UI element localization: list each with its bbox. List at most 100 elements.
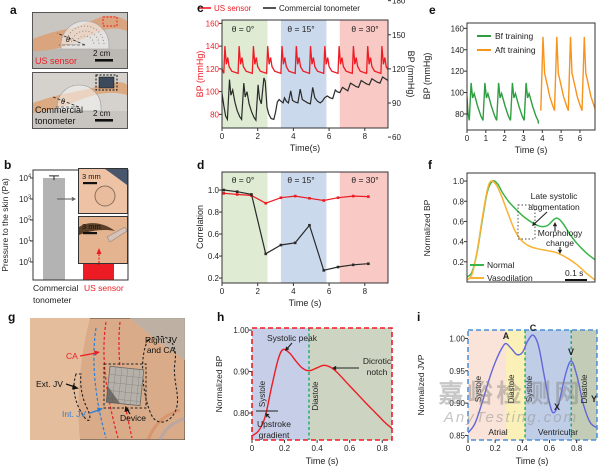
legend-aft-training: Aft training <box>495 45 536 55</box>
correlation-chart: 0 2 4 6 8 1.0 0.8 0.6 0.4 0.2 θ = 0° θ = 15° θ = 30°… <box>195 171 389 308</box>
panel-f-label: f <box>428 158 432 172</box>
y-tick-label: 0.6 <box>453 217 465 226</box>
tonometer-tip <box>105 169 127 185</box>
systole-2-label: Systole <box>525 375 534 402</box>
x-tick-label: 8 <box>363 132 368 141</box>
theta-0-label: θ = 0° <box>232 24 255 34</box>
right-jv-label-line2: and CA <box>147 345 176 355</box>
inset-scale-bar <box>83 182 97 185</box>
us-sensor-bar <box>83 261 114 280</box>
theta-symbol: θ <box>66 37 70 44</box>
x-tick-label: 0 <box>465 134 470 143</box>
data-point <box>235 193 239 196</box>
change-label: change <box>546 238 574 248</box>
y-axis-label: Normalized BP <box>214 355 224 412</box>
v-wave-label: V <box>568 347 574 357</box>
data-point <box>308 196 311 200</box>
us-sensor-skin-inset: 3 mm <box>78 216 128 264</box>
y-axis-label-left: BP (mmHg) <box>195 51 205 98</box>
x-tick-label: 2 <box>502 134 507 143</box>
x-tick-label: 0 <box>250 444 255 453</box>
angle-line <box>52 96 80 108</box>
y-tick-label: 120 <box>392 65 406 74</box>
a-wave-label: A <box>503 331 510 341</box>
data-point <box>322 199 326 202</box>
x-tick-label: 6 <box>327 287 332 296</box>
theta-15-label: θ = 15° <box>287 175 314 185</box>
shaded-region <box>571 330 597 440</box>
x-tick-label: 8 <box>363 287 368 296</box>
x-tick-label: 2 <box>255 287 260 296</box>
scale-bar <box>95 59 113 62</box>
x-tick-label: 5 <box>559 134 564 143</box>
x-axis-label: Time (s) <box>515 145 548 155</box>
panel-c-label: c <box>197 1 204 15</box>
augmentation-label: augmentation <box>528 202 580 212</box>
external-jv-outline <box>73 373 91 421</box>
data-point <box>279 196 283 200</box>
shaded-region <box>339 20 388 128</box>
data-point <box>250 193 253 196</box>
systole-label: Systole <box>258 380 267 407</box>
y-axis-label: Pressure to the skin (Pa) <box>0 178 10 272</box>
us-sensor-caption: US sensor <box>35 56 77 66</box>
inset-scale-label: 3 mm <box>82 172 101 181</box>
legend-us-sensor: US sensor <box>214 4 252 13</box>
jvp-waveform <box>468 334 597 434</box>
y-axis-label-right: BP (mmHg) <box>406 51 415 98</box>
x-tick-label: 4 <box>291 287 296 296</box>
diastole-2-label: Diastole <box>580 374 589 403</box>
x-descent-label: X <box>554 402 560 412</box>
right-jv-label-line1: Right JV <box>145 335 177 345</box>
data-point <box>322 269 326 272</box>
atrial-label: Atrial <box>488 427 507 437</box>
gradient-label: gradient <box>259 430 290 440</box>
y-tick-label: 100 <box>19 257 31 267</box>
legend-normal: Normal <box>487 260 515 270</box>
x-tick-label: 0 <box>466 444 471 453</box>
theta-30-label: θ = 30° <box>351 24 378 34</box>
inset-scale-label: 3 mm <box>82 222 101 231</box>
x-tick-label: 0.4 <box>517 444 529 453</box>
y-tick-label: 160 <box>451 24 465 33</box>
panel-d-label: d <box>197 158 205 172</box>
systole-1-label: Systole <box>474 375 483 402</box>
plot-frame <box>467 329 598 441</box>
plot-frame <box>221 19 389 129</box>
x-tick-label: 0.4 <box>312 444 324 453</box>
plot-frame <box>466 172 596 283</box>
x-axis-label: Time (s) <box>306 456 339 466</box>
skin-indentation-circle <box>94 185 116 207</box>
data-point <box>308 223 311 227</box>
plot-frame <box>251 327 393 441</box>
tonometer-highlight-box <box>95 74 118 91</box>
protractor <box>56 84 102 112</box>
y-tick-label: 1.0 <box>453 177 465 186</box>
training-bp-chart: 0 1 2 3 4 5 6 160 140 120 100 80 Bf training Aft trai… <box>422 22 596 155</box>
annotation-box <box>517 204 536 240</box>
y-tick-label: 0.4 <box>453 238 465 247</box>
y-tick-label: 0.4 <box>208 252 220 261</box>
legend-vasodilation: Vasodilation <box>487 273 533 283</box>
scale-label: 2 cm <box>93 109 111 118</box>
bf-training-trace <box>467 82 540 124</box>
panel-g-label: g <box>8 310 16 324</box>
commercial-tonometer-bar <box>43 177 65 280</box>
neck-highlight <box>30 318 90 440</box>
y-axis-label: Normalized BP <box>422 199 432 256</box>
arrow-head <box>265 413 270 418</box>
arrow-head <box>532 221 537 226</box>
arrow-head <box>552 222 558 227</box>
tonometer-photo: θ Commercial tonometer 2 cm <box>32 72 128 129</box>
legend-commercial-tonometer: Commercial tonometer <box>279 4 360 13</box>
x-tick-label: 0.8 <box>571 444 583 453</box>
data-point <box>235 190 239 193</box>
data-point <box>293 194 297 198</box>
data-point <box>279 243 283 247</box>
x-tick-label: 6 <box>578 134 583 143</box>
x-tick-label: 0.2 <box>279 444 291 453</box>
data-point <box>367 262 370 266</box>
y-tick-label: 0.6 <box>208 230 220 239</box>
plot-frame <box>221 171 389 284</box>
panel-b-label: b <box>4 158 12 172</box>
